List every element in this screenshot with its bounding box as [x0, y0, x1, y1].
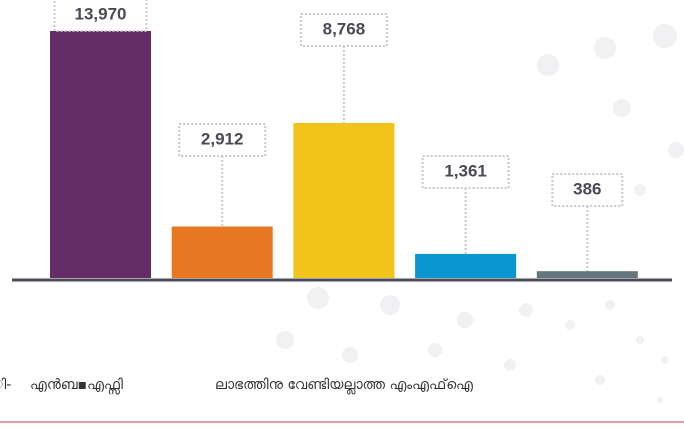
background-dots — [276, 24, 684, 403]
value-label: 1,361 — [444, 161, 487, 180]
value-label: 8,768 — [323, 19, 366, 38]
bar — [171, 226, 273, 278]
label-box — [53, 0, 148, 32]
bar — [293, 122, 395, 278]
legend-label: ി- — [0, 377, 11, 393]
label-box — [551, 173, 624, 207]
bar — [536, 271, 638, 278]
legend-label: ലാഭത്തിനു വേണ്ടിയല്ലാത്ത എംഎഫ്ഐ — [215, 377, 473, 395]
value-label: 2,912 — [201, 129, 244, 148]
legend-label: എൻബ▪എഫ്സി — [30, 377, 123, 395]
bar — [415, 253, 517, 278]
bar — [50, 31, 151, 278]
label-box — [421, 155, 510, 189]
label-box — [299, 13, 388, 47]
value-label: 386 — [573, 179, 601, 198]
label-box — [178, 123, 267, 157]
value-label: 13,970 — [75, 4, 127, 23]
